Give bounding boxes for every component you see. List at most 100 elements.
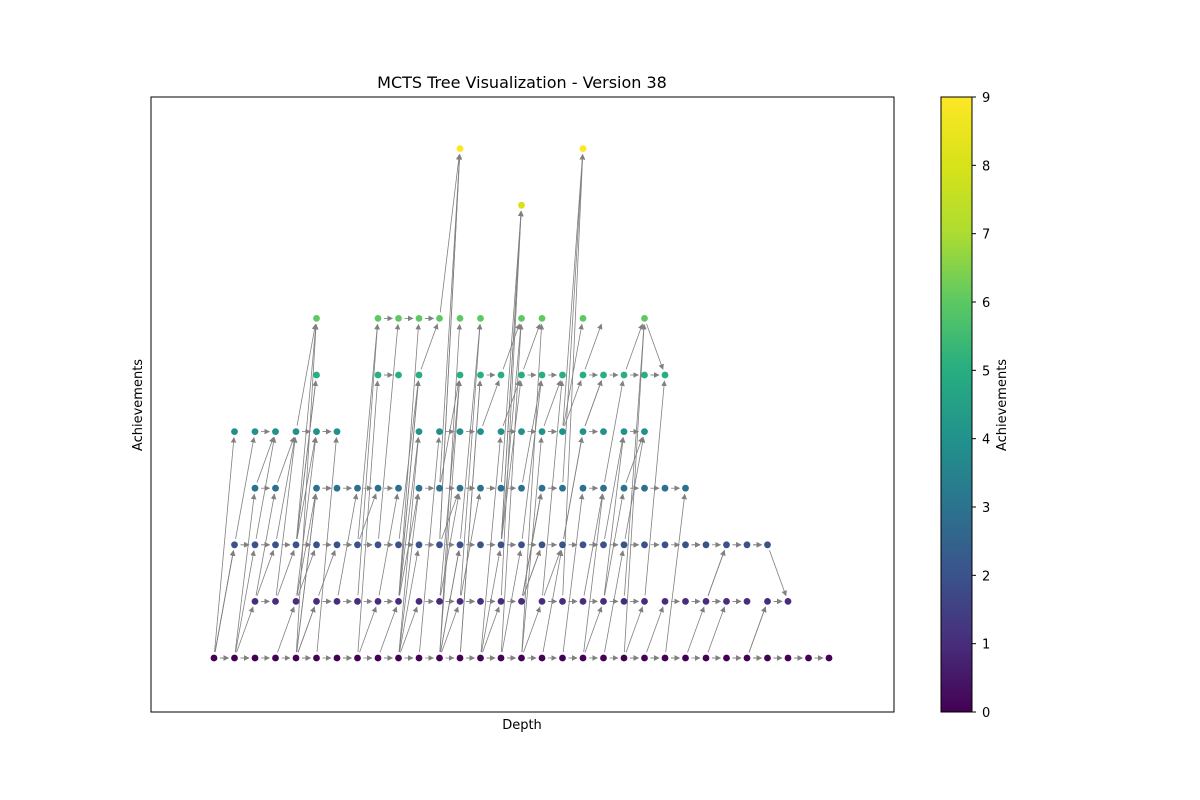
tree-node-d17-a0 <box>559 654 566 662</box>
tree-edge-297 <box>521 323 545 653</box>
tree-node-d11-a0 <box>436 654 443 662</box>
tree-edge-101 <box>687 606 705 653</box>
tree-edge-303 <box>500 210 524 539</box>
tree-edge-204 <box>562 493 585 653</box>
tree-node-d19-a1 <box>600 598 607 605</box>
tree-node-d18-a1 <box>579 598 587 605</box>
tree-edge-194 <box>460 493 482 596</box>
tree-node-d13-a2 <box>477 541 484 549</box>
tree-edge-145 <box>501 550 523 653</box>
y-axis-label: Achievements <box>131 359 146 451</box>
tree-node-d10-a4 <box>415 428 423 435</box>
tree-node-d10-a0 <box>415 654 423 662</box>
colorbar <box>940 96 973 713</box>
tree-node-d22-a1 <box>661 598 669 605</box>
tree-edge-282 <box>296 323 318 426</box>
colorbar-tick-label-7: 7 <box>982 228 990 243</box>
tree-node-d4-a2 <box>292 541 300 549</box>
tree-node-d12-a5 <box>456 371 464 379</box>
tree-node-d15-a6 <box>518 315 525 322</box>
tree-edge-309 <box>562 154 586 596</box>
tree-edge-256 <box>439 380 462 653</box>
tree-node-d13-a0 <box>477 654 484 662</box>
tree-edge-215 <box>255 436 277 539</box>
tree-edge-280 <box>295 323 319 653</box>
tree-node-d17-a5 <box>559 371 566 379</box>
tree-node-d14-a1 <box>497 598 505 605</box>
tree-node-d6-a4 <box>333 428 341 435</box>
tree-node-d10-a6 <box>415 315 423 322</box>
colorbar-tick-label-5: 5 <box>982 364 990 379</box>
tree-edge-281 <box>296 323 319 539</box>
tree-edge-222 <box>296 437 318 596</box>
tree-node-d5-a5 <box>313 371 320 379</box>
tree-node-d17-a2 <box>559 541 566 549</box>
tree-node-d28-a0 <box>784 654 792 662</box>
tree-edge-206 <box>583 493 605 653</box>
tree-edge-315 <box>646 323 664 370</box>
tree-edge-207 <box>583 493 605 596</box>
tree-edge-188 <box>398 493 421 653</box>
tree-edge-317 <box>460 323 483 596</box>
tree-edge-218 <box>276 436 297 539</box>
tree-node-d24-a1 <box>702 598 710 605</box>
tree-node-d15-a4 <box>518 428 525 435</box>
tree-edge-228 <box>398 437 421 653</box>
tree-node-d1-a4 <box>231 428 238 435</box>
tree-node-d12-a0 <box>456 654 464 662</box>
tree-node-d16-a1 <box>538 598 546 605</box>
tree-node-d7-a3 <box>354 484 361 492</box>
tree-node-d9-a5 <box>395 371 402 379</box>
tree-edge-298 <box>523 323 541 370</box>
tree-edge-60 <box>236 606 254 653</box>
tree-node-d12-a1 <box>456 598 464 605</box>
tree-node-d24-a2 <box>702 541 710 549</box>
tree-node-d3-a1 <box>272 598 279 605</box>
tree-edge-307 <box>439 154 462 313</box>
tree-edge-108 <box>748 606 767 653</box>
tree-node-d16-a6 <box>538 315 546 322</box>
tree-node-d21-a3 <box>641 484 648 492</box>
tree-node-d25-a1 <box>723 598 730 605</box>
tree-node-d20-a4 <box>620 428 628 435</box>
tree-node-d8-a5 <box>374 371 382 379</box>
tree-edge-300 <box>624 323 647 596</box>
tree-edge-236 <box>521 437 544 653</box>
tree-node-d5-a0 <box>313 654 320 662</box>
tree-node-d3-a4 <box>272 428 279 435</box>
tree-edge-274 <box>604 380 625 483</box>
tree-node-d19-a4 <box>600 428 607 435</box>
tree-edge-288 <box>398 323 421 596</box>
tree-edge-152 <box>542 550 564 653</box>
tree-edge-213 <box>214 437 237 653</box>
tree-node-d7-a0 <box>354 654 361 662</box>
tree-node-d8-a6 <box>374 315 382 322</box>
tree-edge-291 <box>420 323 439 370</box>
tree-node-d21-a6 <box>641 315 648 322</box>
tree-edge-118 <box>256 549 275 596</box>
tree-node-d11-a4 <box>436 428 443 435</box>
tree-edge-284 <box>357 323 380 539</box>
tree-node-d15-a2 <box>518 541 525 549</box>
tree-node-d26-a0 <box>743 654 751 662</box>
tree-node-d6-a1 <box>333 598 341 605</box>
tree-node-d11-a6 <box>436 315 443 322</box>
colorbar-ticks: 0 1 2 3 4 5 6 7 8 9 <box>972 91 990 721</box>
tree-node-d22-a5 <box>661 371 669 379</box>
tree-node-d21-a1 <box>641 598 648 605</box>
tree-node-d8-a0 <box>374 654 382 662</box>
colorbar-tick-label-6: 6 <box>982 296 990 311</box>
tree-node-d16-a3 <box>538 484 546 492</box>
tree-edge-121 <box>277 549 295 596</box>
tree-node-d10-a1 <box>415 598 423 605</box>
colorbar-tick-label-0: 0 <box>982 706 990 721</box>
tree-node-d20-a2 <box>620 541 628 549</box>
tree-node-d8-a2 <box>374 541 382 549</box>
tree-edge-208 <box>604 493 625 596</box>
tree-edge-243 <box>603 437 626 596</box>
tree-node-d18-a2 <box>579 541 587 549</box>
tree-edge-242 <box>604 436 625 539</box>
nodes-layer <box>210 145 833 662</box>
tree-node-d18-a5 <box>579 371 587 379</box>
